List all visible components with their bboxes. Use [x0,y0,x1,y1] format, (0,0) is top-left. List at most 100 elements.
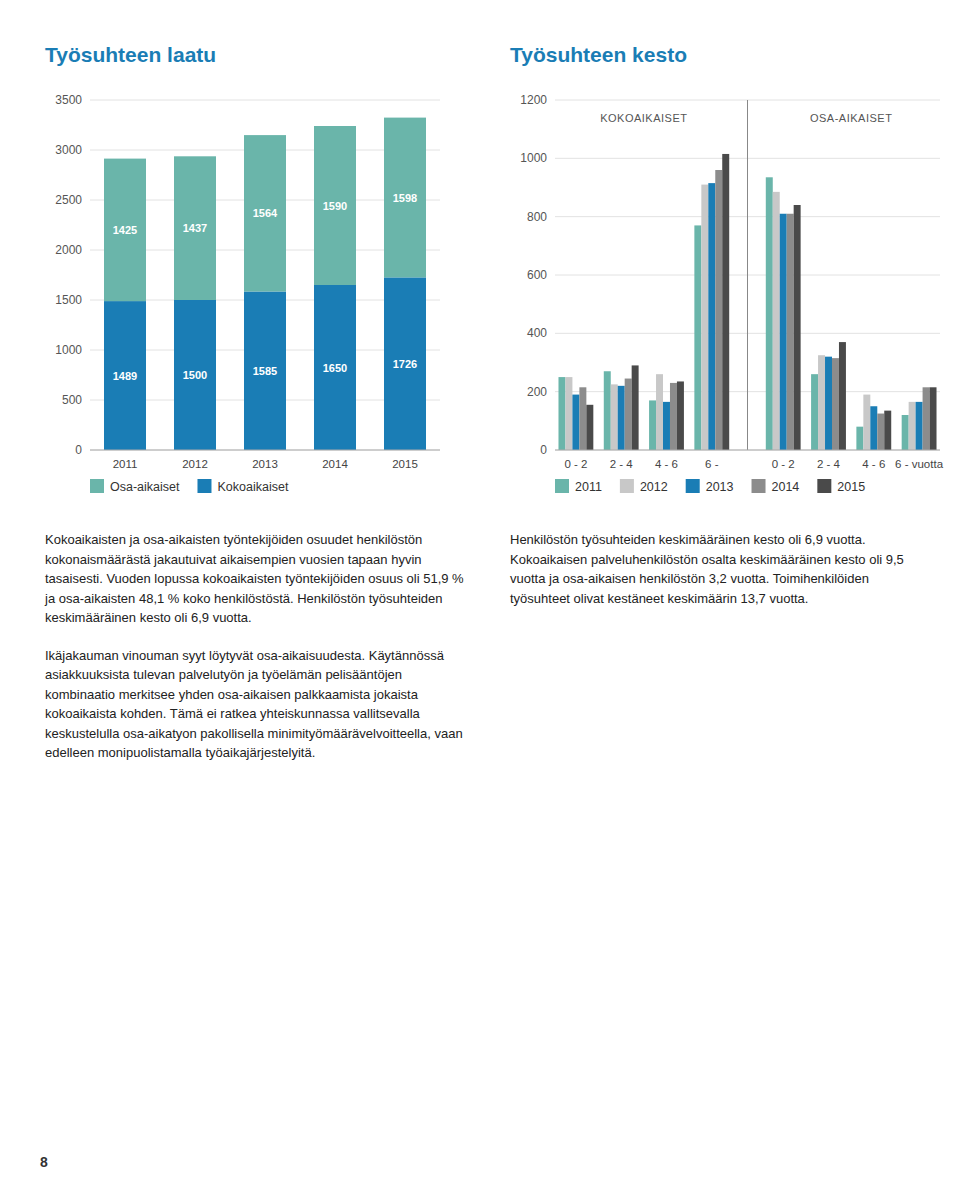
bar [916,402,923,450]
y-tick-label: 600 [527,268,547,282]
y-tick-label: 2000 [55,243,82,257]
bar [794,205,801,450]
body-paragraph: Kokoaikaisten ja osa-aikaisten työntekij… [45,530,465,628]
legend-entry: Osa-aikaiset [110,480,180,494]
bar [604,371,611,450]
bar [244,292,286,451]
x-tick-label: 0 - 2 [772,458,795,470]
labels: 1489150015851650172614251437156415901598 [113,192,417,382]
legend-swatch [752,479,766,493]
legend-swatch [817,479,831,493]
data-label: 1425 [113,224,137,236]
bar [870,406,877,450]
y-tick-label: 2500 [55,193,82,207]
y-tick-label: 800 [527,210,547,224]
legend-entry: 2014 [772,480,800,494]
bar [677,381,684,450]
bar [579,387,586,450]
bar [572,395,579,450]
data-label: 1590 [323,200,347,212]
x-tick-label: 2014 [322,458,348,470]
bar [586,405,593,450]
marks [104,118,426,450]
data-label: 1564 [253,207,278,219]
bar [722,154,729,450]
bar [174,156,216,300]
data-label: 1585 [253,365,277,377]
legend-entry: 2015 [837,480,865,494]
bar [832,358,839,450]
grid-line [90,450,440,451]
bar [244,135,286,291]
y-tick-label: 500 [62,393,82,407]
bar [174,300,216,450]
bar [384,118,426,278]
page-number: 8 [40,1154,48,1170]
data-label: 1489 [113,370,137,382]
bar [104,301,146,450]
data-label: 1650 [323,362,347,374]
x-tick-label: 4 - 6 [655,458,678,470]
bar [670,383,677,450]
bar [825,357,832,450]
y-tick-label: 1500 [55,293,82,307]
y-tick-label: 1000 [55,343,82,357]
section-label: OSA-AIKAISET [810,112,892,124]
grid-line [90,100,440,101]
legend-entry: 2011 [575,480,602,494]
legend-swatch [620,479,634,493]
legend-entry: 2013 [706,480,734,494]
y-tick-label: 200 [527,385,547,399]
x-tick-label: 4 - 6 [862,458,885,470]
x-tick-label: 6 - vuotta [895,458,944,470]
bar [663,402,670,450]
charts: Työsuhteen laatu050010001500200025003000… [0,0,960,520]
x-axis-line [555,450,940,451]
y-tick-label: 400 [527,326,547,340]
bar [780,214,787,450]
y-tick-label: 3000 [55,143,82,157]
left-column: Kokoaikaisten ja osa-aikaisten työntekij… [45,530,465,781]
bar [611,384,618,450]
legend-entry: 2012 [640,480,668,494]
y-tick-label: 1200 [520,93,547,107]
data-label: 1437 [183,222,207,234]
legend-entry: Kokoaikaiset [217,480,288,494]
legend: Osa-aikaiset Kokoaikaiset [90,479,289,494]
page: {"chart_data": [ {"type": "bar", "title"… [0,0,960,1192]
grid-line [555,450,940,451]
x-tick-label: 0 - 2 [564,458,587,470]
bar [384,277,426,450]
x-tick-label: 2015 [392,458,418,470]
y-tick-label: 3500 [55,93,82,107]
bar [877,414,884,450]
bar [314,285,356,450]
x-tick-label: 2 - 4 [610,458,634,470]
bar [930,387,937,450]
section-separator [747,100,748,450]
data-label: 1500 [183,369,207,381]
data-label: 1726 [393,358,417,370]
bar [625,379,632,450]
x-tick-label: 2012 [182,458,208,470]
legend-swatch [90,479,104,493]
bar [863,395,870,450]
bar [618,386,625,450]
chart-title: Työsuhteen laatu [45,43,216,66]
bar [773,192,780,450]
chart: Työsuhteen kesto020040060080010001200KOK… [510,43,944,494]
bar [656,374,663,450]
x-tick-label: 6 - [705,458,719,470]
chart: Työsuhteen laatu050010001500200025003000… [45,43,440,494]
right-column: Henkilöstön työsuhteiden keskimääräinen … [510,530,930,626]
bar [923,387,930,450]
x-axis-line [90,450,440,451]
x-tick-label: 2013 [252,458,278,470]
bar [811,374,818,450]
body-paragraph: Ikäjakauman vinouman syyt löytyvät osa-a… [45,646,465,763]
body-paragraph: Henkilöstön työsuhteiden keskimääräinen … [510,530,930,608]
bar [856,427,863,450]
bar [314,126,356,285]
y-tick-label: 1000 [520,151,547,165]
bar [104,159,146,302]
